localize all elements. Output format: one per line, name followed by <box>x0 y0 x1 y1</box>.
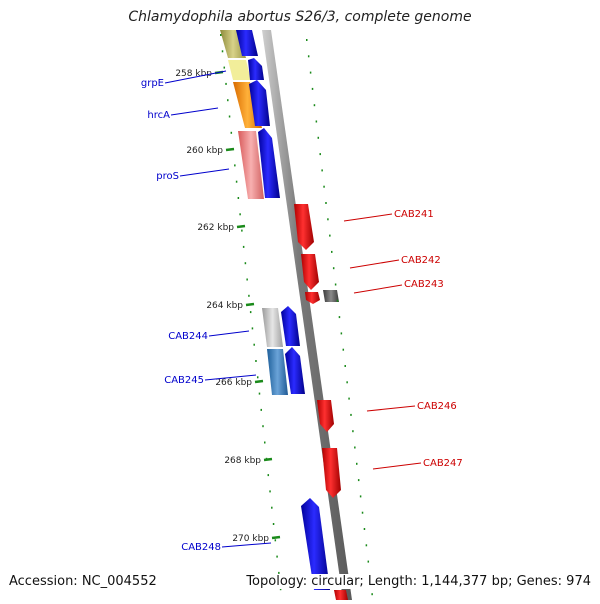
gene-label-pros[interactable]: proS <box>156 171 179 182</box>
ruler-label: 268 kbp <box>224 456 261 466</box>
ruler-major-tick <box>271 535 281 540</box>
ruler-major-tick <box>236 224 246 229</box>
ruler-major-tick <box>254 379 264 384</box>
ruler-label: 258 kbp <box>175 69 212 79</box>
ruler-ticks-left <box>220 34 282 591</box>
gene-arrow-reverse <box>301 254 319 290</box>
category-segment-lightgrey <box>262 308 283 347</box>
gene-labels: grpE hrcA proS CAB244 CAB245 CAB248 CAB241 CAB2… <box>141 78 463 553</box>
map-title: Chlamydophila abortus S26/3, complete ge… <box>128 9 472 25</box>
gene-arrow-forward <box>248 58 264 80</box>
gene-arrow-forward <box>301 498 330 590</box>
gene-label-cab243[interactable]: CAB243 <box>404 279 444 290</box>
gene-arrow-reverse <box>322 448 341 498</box>
gene-label-cab242[interactable]: CAB242 <box>401 255 441 266</box>
reverse-strand-genes <box>294 204 348 600</box>
category-segment-yellow <box>228 60 251 80</box>
gene-leader-line <box>204 374 257 381</box>
gene-arrow-reverse <box>294 204 314 250</box>
gene-arrow-forward <box>249 80 270 126</box>
gene-arrow-forward <box>258 128 280 198</box>
gene-label-cab241[interactable]: CAB241 <box>394 209 434 220</box>
gene-leader-line <box>343 213 393 222</box>
ruler-label: 262 kbp <box>197 223 234 233</box>
gene-leader-line <box>353 284 403 294</box>
gene-leader-line <box>349 259 400 269</box>
gene-label-cab248[interactable]: CAB248 <box>181 542 221 553</box>
category-segment-pink <box>238 131 264 199</box>
gene-arrow-reverse <box>334 590 348 600</box>
gene-label-cab247[interactable]: CAB247 <box>423 458 463 469</box>
gene-leader-line <box>179 168 230 177</box>
gene-arrow-forward <box>285 347 305 394</box>
accession-text: Accession: NC_004552 <box>9 574 157 589</box>
gene-label-leaders <box>164 70 422 548</box>
gene-arrow-reverse <box>317 400 334 432</box>
forward-strand-genes <box>236 30 330 590</box>
gene-arrow-forward <box>236 30 258 56</box>
gene-arrow-forward <box>281 306 300 346</box>
genome-summary-text: Topology: circular; Length: 1,144,377 bp… <box>246 574 591 589</box>
category-segment-steelblue <box>267 349 288 395</box>
gene-leader-line <box>164 70 227 84</box>
ruler-ticks-right <box>306 39 373 596</box>
gene-label-cab245[interactable]: CAB245 <box>164 375 204 386</box>
gene-leader-line <box>372 462 422 470</box>
gene-leader-line <box>170 107 219 116</box>
ruler-major-tick <box>225 147 235 152</box>
gene-label-hrca[interactable]: hrcA <box>147 110 170 121</box>
gene-leader-line <box>208 330 250 337</box>
gene-label-grpe[interactable]: grpE <box>141 78 164 89</box>
ruler-label: 266 kbp <box>215 378 252 388</box>
ruler-label: 270 kbp <box>232 534 269 544</box>
gene-arrow-reverse <box>305 292 320 304</box>
ruler-major-tick <box>245 302 255 307</box>
ruler-label: 260 kbp <box>186 146 223 156</box>
gene-arrow-pseudo <box>323 290 339 302</box>
gene-label-cab244[interactable]: CAB244 <box>168 331 208 342</box>
gene-leader-line <box>221 542 272 548</box>
gene-leader-line <box>366 405 416 412</box>
ruler-label: 264 kbp <box>206 301 243 311</box>
ruler-major-tick <box>263 457 273 462</box>
gene-label-cab246[interactable]: CAB246 <box>417 401 457 412</box>
